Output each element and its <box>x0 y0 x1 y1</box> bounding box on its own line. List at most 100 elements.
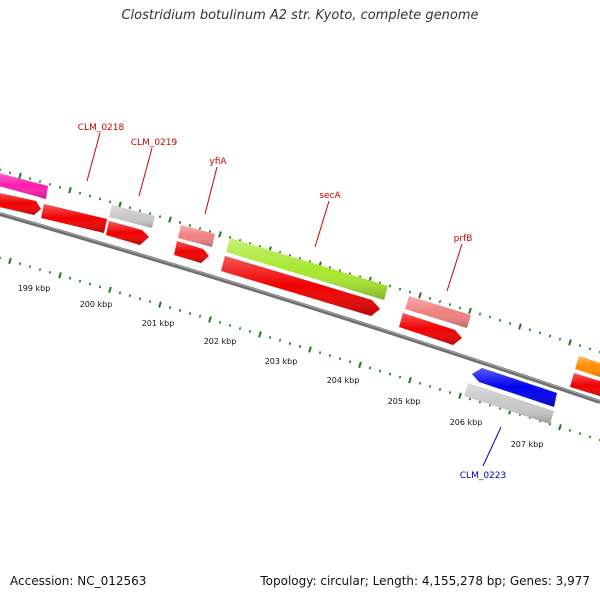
outer-tick <box>78 191 82 195</box>
gene-label-seca[interactable]: secA <box>319 191 341 201</box>
gene-feature-red-7[interactable] <box>570 373 600 398</box>
outer-tick <box>28 177 32 180</box>
inner-tick <box>568 428 572 432</box>
outer-tick <box>418 292 422 299</box>
outer-tick <box>198 226 202 230</box>
outer-tick <box>118 201 122 208</box>
inner-tick <box>558 424 562 431</box>
inner-tick <box>408 377 412 384</box>
inner-tick <box>8 257 12 265</box>
inner-tick <box>78 279 82 283</box>
outer-tick <box>128 206 132 210</box>
gene-feature-blue-clm0223[interactable] <box>472 368 557 407</box>
gene-feature-red-3[interactable] <box>106 221 149 245</box>
inner-tick <box>448 391 452 395</box>
gene-label-prfb[interactable]: prfB <box>454 234 473 244</box>
outer-tick <box>498 318 502 322</box>
outer-tick <box>548 334 552 338</box>
gene-feature-lime-seca[interactable] <box>226 238 388 300</box>
inner-tick <box>128 294 132 298</box>
map-title: Clostridium botulinum A2 str. Kyoto, com… <box>121 8 479 23</box>
inner-tick <box>108 286 112 293</box>
outer-tick <box>38 180 42 183</box>
outer-tick-track <box>0 168 600 354</box>
gene-feature-gray-2[interactable] <box>464 383 554 424</box>
genome-backbone-highlight <box>0 212 600 402</box>
inner-tick <box>278 338 282 342</box>
gene-feature-gray-clm0219[interactable] <box>109 205 155 228</box>
outer-tick <box>138 209 142 213</box>
inner-tick <box>378 369 382 373</box>
inner-tick <box>188 312 192 315</box>
gene-feature-red-5[interactable] <box>221 256 380 316</box>
inner-tick <box>228 323 232 327</box>
inner-tick <box>288 342 292 345</box>
leader-prfb <box>446 243 463 292</box>
accession-text: Accession: NC_012563 <box>10 574 147 588</box>
inner-tick <box>28 265 32 268</box>
tick-label-202: 202 kbp <box>204 337 237 346</box>
gene-feature-pink-prfb[interactable] <box>405 296 471 328</box>
gene-label-yfia[interactable]: yfiA <box>209 157 227 167</box>
tick-label-205: 205 kbp <box>388 397 421 406</box>
inner-tick <box>318 351 322 355</box>
gene-feature-red-6[interactable] <box>399 313 462 345</box>
tick-label-203: 203 kbp <box>265 357 298 366</box>
gene-label-clm0223[interactable]: CLM_0223 <box>460 471 506 481</box>
tick-label-204: 204 kbp <box>327 376 360 385</box>
inner-tick <box>298 345 302 348</box>
inner-tick <box>398 375 402 379</box>
inner-tick <box>198 314 202 318</box>
leader-clm0218 <box>86 132 101 182</box>
gene-feature-magenta[interactable] <box>0 172 48 199</box>
outer-tick <box>458 306 462 310</box>
outer-tick <box>8 171 12 175</box>
gene-feature-red-1[interactable] <box>0 192 41 215</box>
inner-tick <box>138 297 142 301</box>
gene-label-leaders <box>86 132 502 467</box>
tick-label-207: 207 kbp <box>511 440 544 449</box>
gene-feature-orange[interactable] <box>575 356 600 379</box>
outer-tick <box>218 231 222 238</box>
outer-tick <box>538 331 542 335</box>
inner-tick <box>348 360 352 364</box>
inner-tick <box>548 422 552 426</box>
inner-tick <box>388 372 392 376</box>
gene-feature-red-2[interactable] <box>41 204 107 233</box>
gene-feature-red-4[interactable] <box>174 241 209 263</box>
outer-tick <box>98 197 102 201</box>
inner-tick <box>468 397 472 401</box>
tick-label-201: 201 kbp <box>142 319 175 328</box>
gene-feature-pink-yfia[interactable] <box>178 225 215 247</box>
inner-tick <box>428 384 432 388</box>
gene-labels: CLM_0218 CLM_0219 yfiA secA prfB CLM_022… <box>78 123 506 481</box>
inner-tick <box>168 306 172 309</box>
leader-clm0223 <box>482 426 502 467</box>
outer-tick <box>88 194 92 198</box>
outer-tick <box>528 328 532 332</box>
outer-tick <box>108 200 112 204</box>
outer-tick <box>18 172 22 179</box>
outer-tick <box>468 307 472 315</box>
inner-tick <box>88 282 92 286</box>
outer-tick <box>228 235 232 239</box>
tick-label-200: 200 kbp <box>80 300 113 309</box>
inner-tick <box>118 291 122 295</box>
outer-tick <box>448 303 452 307</box>
gene-features <box>0 172 600 424</box>
inner-tick <box>438 388 442 391</box>
leader-clm0219 <box>138 147 153 197</box>
outer-tick <box>478 312 482 316</box>
inner-tick <box>258 331 262 338</box>
inner-tick <box>248 329 252 333</box>
outer-tick <box>568 339 572 346</box>
gene-label-clm0219[interactable]: CLM_0219 <box>131 138 178 148</box>
inner-tick <box>238 326 242 330</box>
inner-tick <box>58 272 62 279</box>
topology-text: Topology: circular; Length: 4,155,278 bp… <box>260 574 590 588</box>
gene-label-clm0218[interactable]: CLM_0218 <box>78 123 125 133</box>
leader-seca <box>314 200 330 248</box>
outer-tick <box>398 287 402 291</box>
